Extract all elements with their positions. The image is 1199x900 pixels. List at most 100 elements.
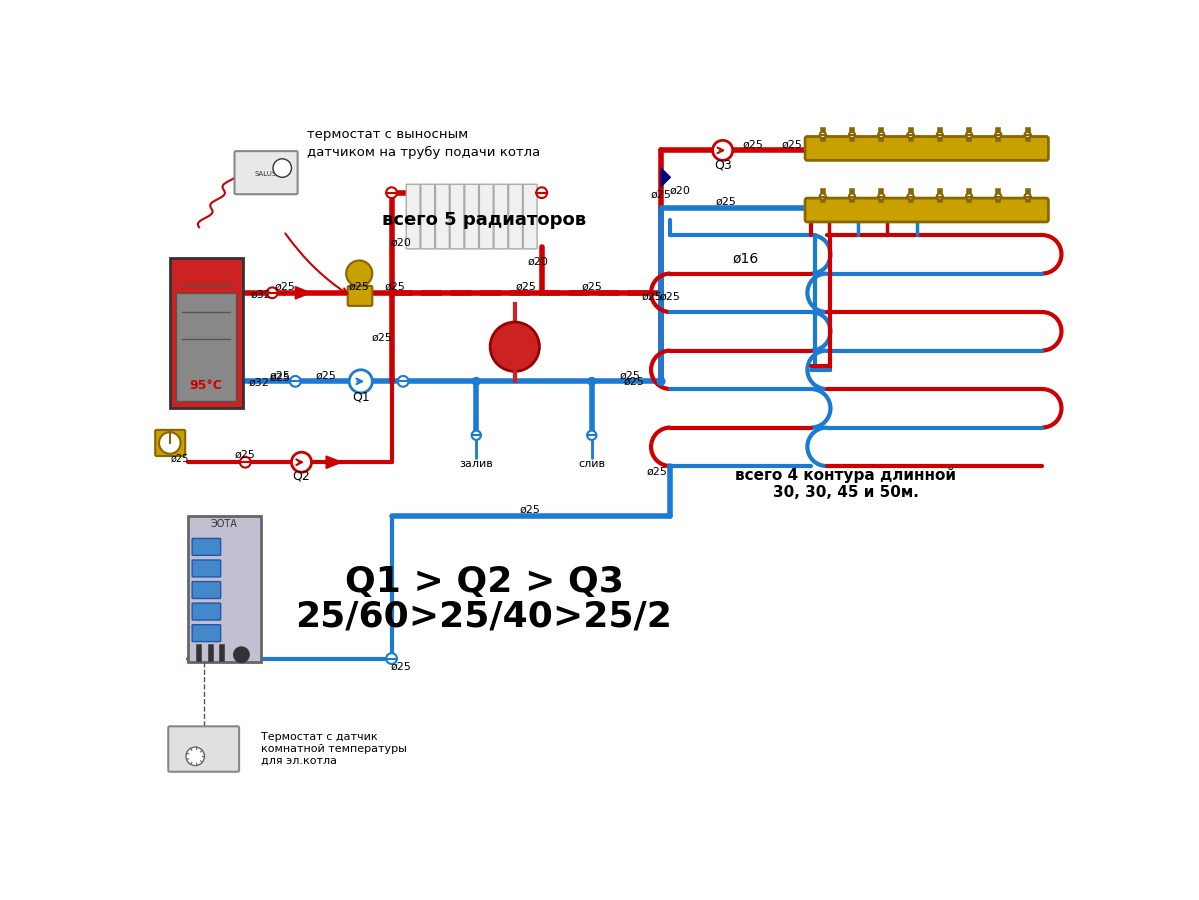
FancyBboxPatch shape (348, 286, 373, 306)
Circle shape (995, 194, 1001, 200)
Polygon shape (326, 456, 342, 468)
Text: ø16: ø16 (733, 251, 759, 266)
Text: ø25: ø25 (659, 292, 681, 302)
Text: всего 5 радиаторов: всего 5 радиаторов (382, 211, 586, 229)
Text: ø25: ø25 (516, 282, 537, 292)
FancyBboxPatch shape (435, 184, 450, 249)
Circle shape (908, 194, 914, 200)
Circle shape (240, 457, 251, 468)
Text: ø25: ø25 (620, 370, 640, 380)
Circle shape (966, 194, 972, 200)
FancyBboxPatch shape (192, 581, 221, 598)
Text: ø25: ø25 (385, 282, 405, 292)
FancyBboxPatch shape (494, 184, 508, 249)
Polygon shape (295, 286, 311, 299)
Text: SALUS: SALUS (255, 171, 277, 177)
Text: ø25: ø25 (641, 292, 662, 302)
Text: Q3: Q3 (713, 158, 731, 172)
Circle shape (472, 377, 480, 385)
Circle shape (878, 194, 885, 200)
Circle shape (186, 747, 205, 766)
Circle shape (536, 187, 547, 198)
Circle shape (291, 452, 312, 472)
Text: Q2: Q2 (293, 470, 311, 482)
Circle shape (936, 132, 942, 138)
Text: ø25: ø25 (519, 505, 541, 515)
Circle shape (490, 322, 540, 372)
FancyBboxPatch shape (192, 538, 221, 555)
Circle shape (398, 376, 409, 387)
Text: ЭОТА: ЭОТА (210, 518, 237, 529)
Circle shape (712, 140, 733, 160)
Text: ø25: ø25 (623, 376, 645, 386)
FancyBboxPatch shape (406, 184, 420, 249)
FancyBboxPatch shape (192, 603, 221, 620)
Text: ø25: ø25 (315, 370, 337, 380)
FancyBboxPatch shape (465, 184, 478, 249)
Circle shape (588, 377, 596, 385)
Text: ø25: ø25 (782, 140, 802, 149)
Text: Термостат с датчик
комнатной температуры
для эл.котла: Термостат с датчик комнатной температуры… (260, 732, 406, 765)
Text: ø25: ø25 (372, 332, 393, 343)
Text: ø25: ø25 (275, 282, 296, 292)
Circle shape (471, 430, 481, 440)
Text: ø25: ø25 (270, 370, 290, 380)
FancyBboxPatch shape (235, 151, 297, 194)
FancyBboxPatch shape (480, 184, 493, 249)
Circle shape (1024, 194, 1031, 200)
Text: ø25: ø25 (270, 373, 290, 382)
Circle shape (267, 287, 278, 298)
Circle shape (234, 647, 249, 662)
FancyBboxPatch shape (805, 137, 1048, 160)
Text: ø32: ø32 (248, 378, 270, 388)
FancyBboxPatch shape (168, 726, 239, 771)
Text: Q1: Q1 (351, 391, 369, 403)
FancyBboxPatch shape (805, 198, 1048, 222)
Text: ø25: ø25 (391, 662, 411, 671)
Text: ø32: ø32 (251, 289, 271, 300)
Text: ø20: ø20 (670, 186, 691, 196)
Text: ø25: ø25 (582, 282, 602, 292)
FancyBboxPatch shape (170, 258, 243, 409)
Circle shape (290, 376, 301, 387)
Circle shape (386, 187, 397, 198)
FancyBboxPatch shape (523, 184, 537, 249)
Text: всего 4 контура длинной
30, 30, 45 и 50м.: всего 4 контура длинной 30, 30, 45 и 50м… (735, 467, 957, 500)
Text: ø25: ø25 (170, 454, 189, 464)
Text: ø25: ø25 (646, 466, 668, 476)
Text: ø25: ø25 (651, 189, 671, 199)
FancyBboxPatch shape (176, 292, 236, 400)
Polygon shape (661, 168, 670, 186)
Circle shape (849, 132, 855, 138)
Circle shape (820, 194, 826, 200)
Circle shape (588, 430, 596, 440)
Text: ø25: ø25 (349, 282, 369, 292)
Circle shape (878, 132, 885, 138)
FancyBboxPatch shape (155, 430, 185, 456)
Circle shape (657, 377, 665, 385)
Text: ø20: ø20 (391, 238, 411, 248)
Circle shape (908, 132, 914, 138)
Text: термостат с выносным: термостат с выносным (307, 129, 468, 141)
FancyBboxPatch shape (187, 516, 260, 662)
Text: датчиком на трубу подачи котла: датчиком на трубу подачи котла (307, 146, 540, 159)
Circle shape (386, 653, 397, 664)
Text: слив: слив (578, 459, 605, 469)
Text: ø25: ø25 (716, 197, 737, 207)
Text: Q1 > Q2 > Q3: Q1 > Q2 > Q3 (344, 564, 623, 598)
Circle shape (936, 194, 942, 200)
Circle shape (347, 260, 373, 286)
Circle shape (1024, 132, 1031, 138)
FancyBboxPatch shape (508, 184, 523, 249)
FancyBboxPatch shape (192, 625, 221, 642)
Circle shape (966, 132, 972, 138)
Circle shape (349, 370, 373, 393)
Text: ø25: ø25 (743, 140, 764, 149)
Text: залив: залив (459, 459, 493, 469)
Text: 25/60>25/40>25/2: 25/60>25/40>25/2 (295, 599, 673, 634)
Text: ø25: ø25 (235, 449, 255, 460)
Circle shape (849, 194, 855, 200)
Circle shape (995, 132, 1001, 138)
Circle shape (273, 158, 291, 177)
FancyBboxPatch shape (450, 184, 464, 249)
